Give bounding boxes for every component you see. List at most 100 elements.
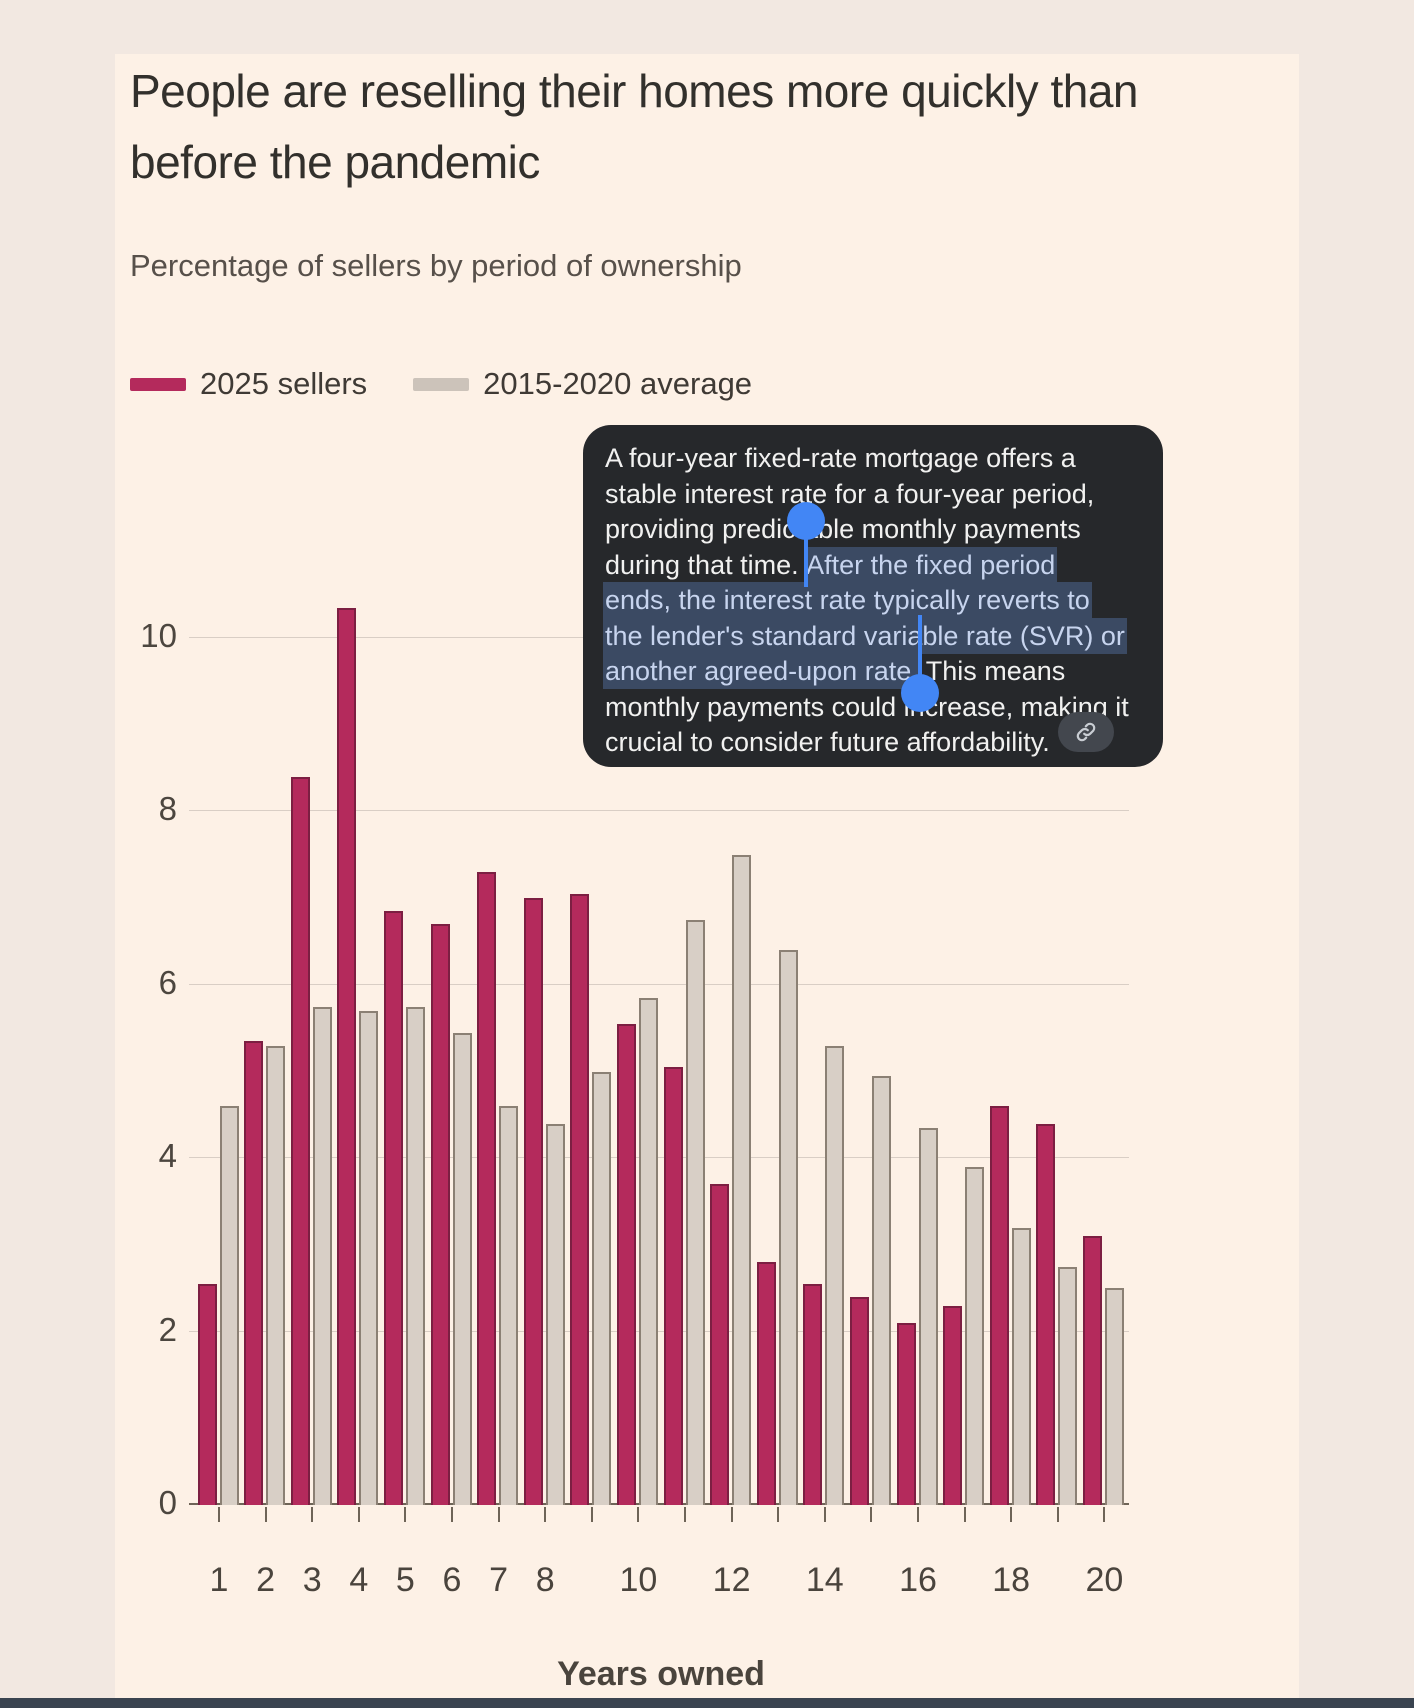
x-tick-year-19 — [1056, 1507, 1059, 1522]
x-tick-year-18 — [1010, 1507, 1013, 1522]
bar-2025-sellers-year-1 — [197, 1283, 217, 1505]
x-tick-year-20 — [1103, 1507, 1106, 1522]
legend-item-2015-2020-average: 2015-2020 average — [413, 366, 752, 402]
x-tick-year-2 — [264, 1507, 267, 1522]
y-tick-label-10: 10 — [140, 617, 177, 655]
bar-2025-sellers-year-10 — [616, 1023, 636, 1505]
chart-title: People are reselling their homes more qu… — [130, 65, 1138, 189]
x-tick-year-13 — [777, 1507, 780, 1522]
bar-avg-year-20 — [1104, 1288, 1124, 1505]
tooltip-text-line-1: A four-year fixed-rate mortgage offers a — [605, 441, 1139, 477]
x-tick-label-18: 18 — [992, 1561, 1031, 1599]
bar-2025-sellers-year-14 — [803, 1283, 823, 1505]
chart-subtitle: Percentage of sellers by period of owner… — [130, 248, 742, 283]
chart-card: People are reselling their homes more qu… — [115, 54, 1299, 1698]
selection-handle-end[interactable] — [898, 615, 942, 720]
gridline-y-4 — [189, 1157, 1129, 1159]
bar-avg-year-11 — [685, 919, 705, 1505]
bar-2025-sellers-year-18 — [989, 1106, 1009, 1505]
legend-swatch-average — [413, 377, 470, 391]
x-tick-label-14: 14 — [805, 1561, 844, 1599]
gridline-y-8 — [189, 810, 1129, 812]
x-tick-year-9 — [590, 1507, 593, 1522]
tooltip-text-line-8: monthly payments could increase, making … — [605, 690, 1139, 726]
bar-avg-year-4 — [359, 1010, 379, 1505]
bar-2025-sellers-year-16 — [896, 1322, 916, 1505]
tooltip-text-segment: stable interest rate for a four-year per… — [605, 478, 1095, 509]
selection-handle-start[interactable] — [784, 501, 828, 606]
tooltip-text-segment: providing predictable monthly payments — [605, 514, 1081, 544]
x-tick-year-7 — [497, 1507, 500, 1522]
legend-label-average: 2015-2020 average — [483, 366, 753, 401]
bar-avg-year-3 — [312, 1006, 332, 1505]
bar-avg-year-7 — [499, 1106, 519, 1505]
tooltip-selected-text: the lender's standard variable rate (SVR… — [603, 617, 1127, 654]
tooltip-selected-text: another agreed-upon rate. — [603, 653, 921, 689]
x-tick-year-1 — [218, 1507, 220, 1522]
y-tick-label-4: 4 — [158, 1137, 177, 1175]
tooltip-selected-text: After the fixed period — [804, 546, 1058, 583]
tooltip-text: A four-year fixed-rate mortgage offers a… — [603, 441, 1139, 761]
x-tick-label-8: 8 — [535, 1561, 555, 1599]
x-tick-label-7: 7 — [489, 1561, 509, 1599]
tooltip-text-segment: monthly payments could increase, making … — [605, 691, 1129, 722]
plot-area: 0 2 4 6 8 10 — [140, 560, 1129, 1521]
legend: 2025 sellers 2015-2020 average — [130, 366, 752, 402]
gridline-y-2 — [189, 1330, 1129, 1332]
tooltip-text-line-6: the lender's standard variable rate (SVR… — [603, 617, 1139, 655]
y-tick-label-0: 0 — [158, 1484, 177, 1521]
x-tick-year-12 — [730, 1507, 733, 1522]
tooltip-text-segment: A four-year fixed-rate mortgage offers a — [605, 443, 1076, 473]
link-icon — [1074, 720, 1098, 744]
bar-2025-sellers-year-6 — [430, 924, 450, 1505]
bar-avg-year-2 — [266, 1045, 286, 1505]
x-tick-label-4: 4 — [349, 1561, 369, 1599]
y-tick-label-2: 2 — [158, 1310, 177, 1348]
x-tick-label-2: 2 — [256, 1561, 276, 1599]
tooltip-text-line-7: another agreed-upon rate. This means — [603, 653, 1139, 690]
x-tick-label-16: 16 — [899, 1561, 937, 1599]
bar-avg-year-15 — [871, 1075, 891, 1505]
tooltip-selected-text: ends, the interest rate typically revert… — [603, 582, 1092, 618]
x-tick-label-10: 10 — [619, 1561, 658, 1599]
bar-avg-year-6 — [452, 1032, 472, 1505]
bar-avg-year-13 — [778, 950, 798, 1505]
x-axis-title: Years owned — [557, 1655, 765, 1693]
x-axis: Years owned 1 2 3 4 5 6 7 8 10 12 14 16 18 20 — [195, 1505, 1127, 1708]
x-tick-year-14 — [823, 1507, 826, 1522]
bar-avg-year-5 — [405, 1006, 425, 1505]
x-tick-year-8 — [544, 1507, 547, 1522]
x-tick-year-3 — [311, 1507, 314, 1522]
x-tick-label-5: 5 — [395, 1561, 415, 1599]
bar-avg-year-8 — [545, 1123, 565, 1505]
bar-2025-sellers-year-2 — [244, 1041, 264, 1505]
bar-2025-sellers-year-5 — [383, 911, 403, 1505]
bar-avg-year-14 — [825, 1045, 845, 1505]
tooltip-text-line-4: during that time. After the fixed period — [605, 546, 1139, 584]
tooltip-text-line-2: stable interest rate for a four-year per… — [605, 477, 1139, 513]
legend-label-2025: 2025 sellers — [200, 366, 368, 401]
bar-avg-year-17 — [965, 1166, 985, 1505]
x-tick-year-17 — [963, 1507, 966, 1522]
bar-avg-year-9 — [592, 1071, 612, 1505]
bar-avg-year-16 — [918, 1127, 938, 1505]
x-tick-label-3: 3 — [302, 1561, 322, 1599]
x-tick-label-12: 12 — [712, 1561, 751, 1599]
link-button[interactable] — [1058, 712, 1114, 752]
tooltip-text-line-5: ends, the interest rate typically revert… — [603, 582, 1139, 619]
bar-avg-year-12 — [732, 854, 752, 1505]
bar-avg-year-19 — [1058, 1266, 1078, 1505]
tooltip-text-line-9: crucial to consider future affordability… — [605, 725, 1139, 761]
bar-2025-sellers-year-13 — [756, 1262, 776, 1505]
bar-2025-sellers-year-19 — [1036, 1123, 1056, 1505]
tooltip-text-segment: during that time. — [605, 549, 807, 580]
bar-avg-year-10 — [638, 997, 658, 1505]
x-tick-label-6: 6 — [442, 1561, 462, 1599]
bottom-bar — [0, 1698, 1414, 1708]
bar-2025-sellers-year-20 — [1082, 1236, 1102, 1505]
bar-avg-year-18 — [1011, 1227, 1031, 1505]
x-tick-year-5 — [404, 1507, 407, 1522]
x-tick-year-4 — [357, 1507, 360, 1522]
gridline-y-0 — [189, 1503, 1129, 1505]
